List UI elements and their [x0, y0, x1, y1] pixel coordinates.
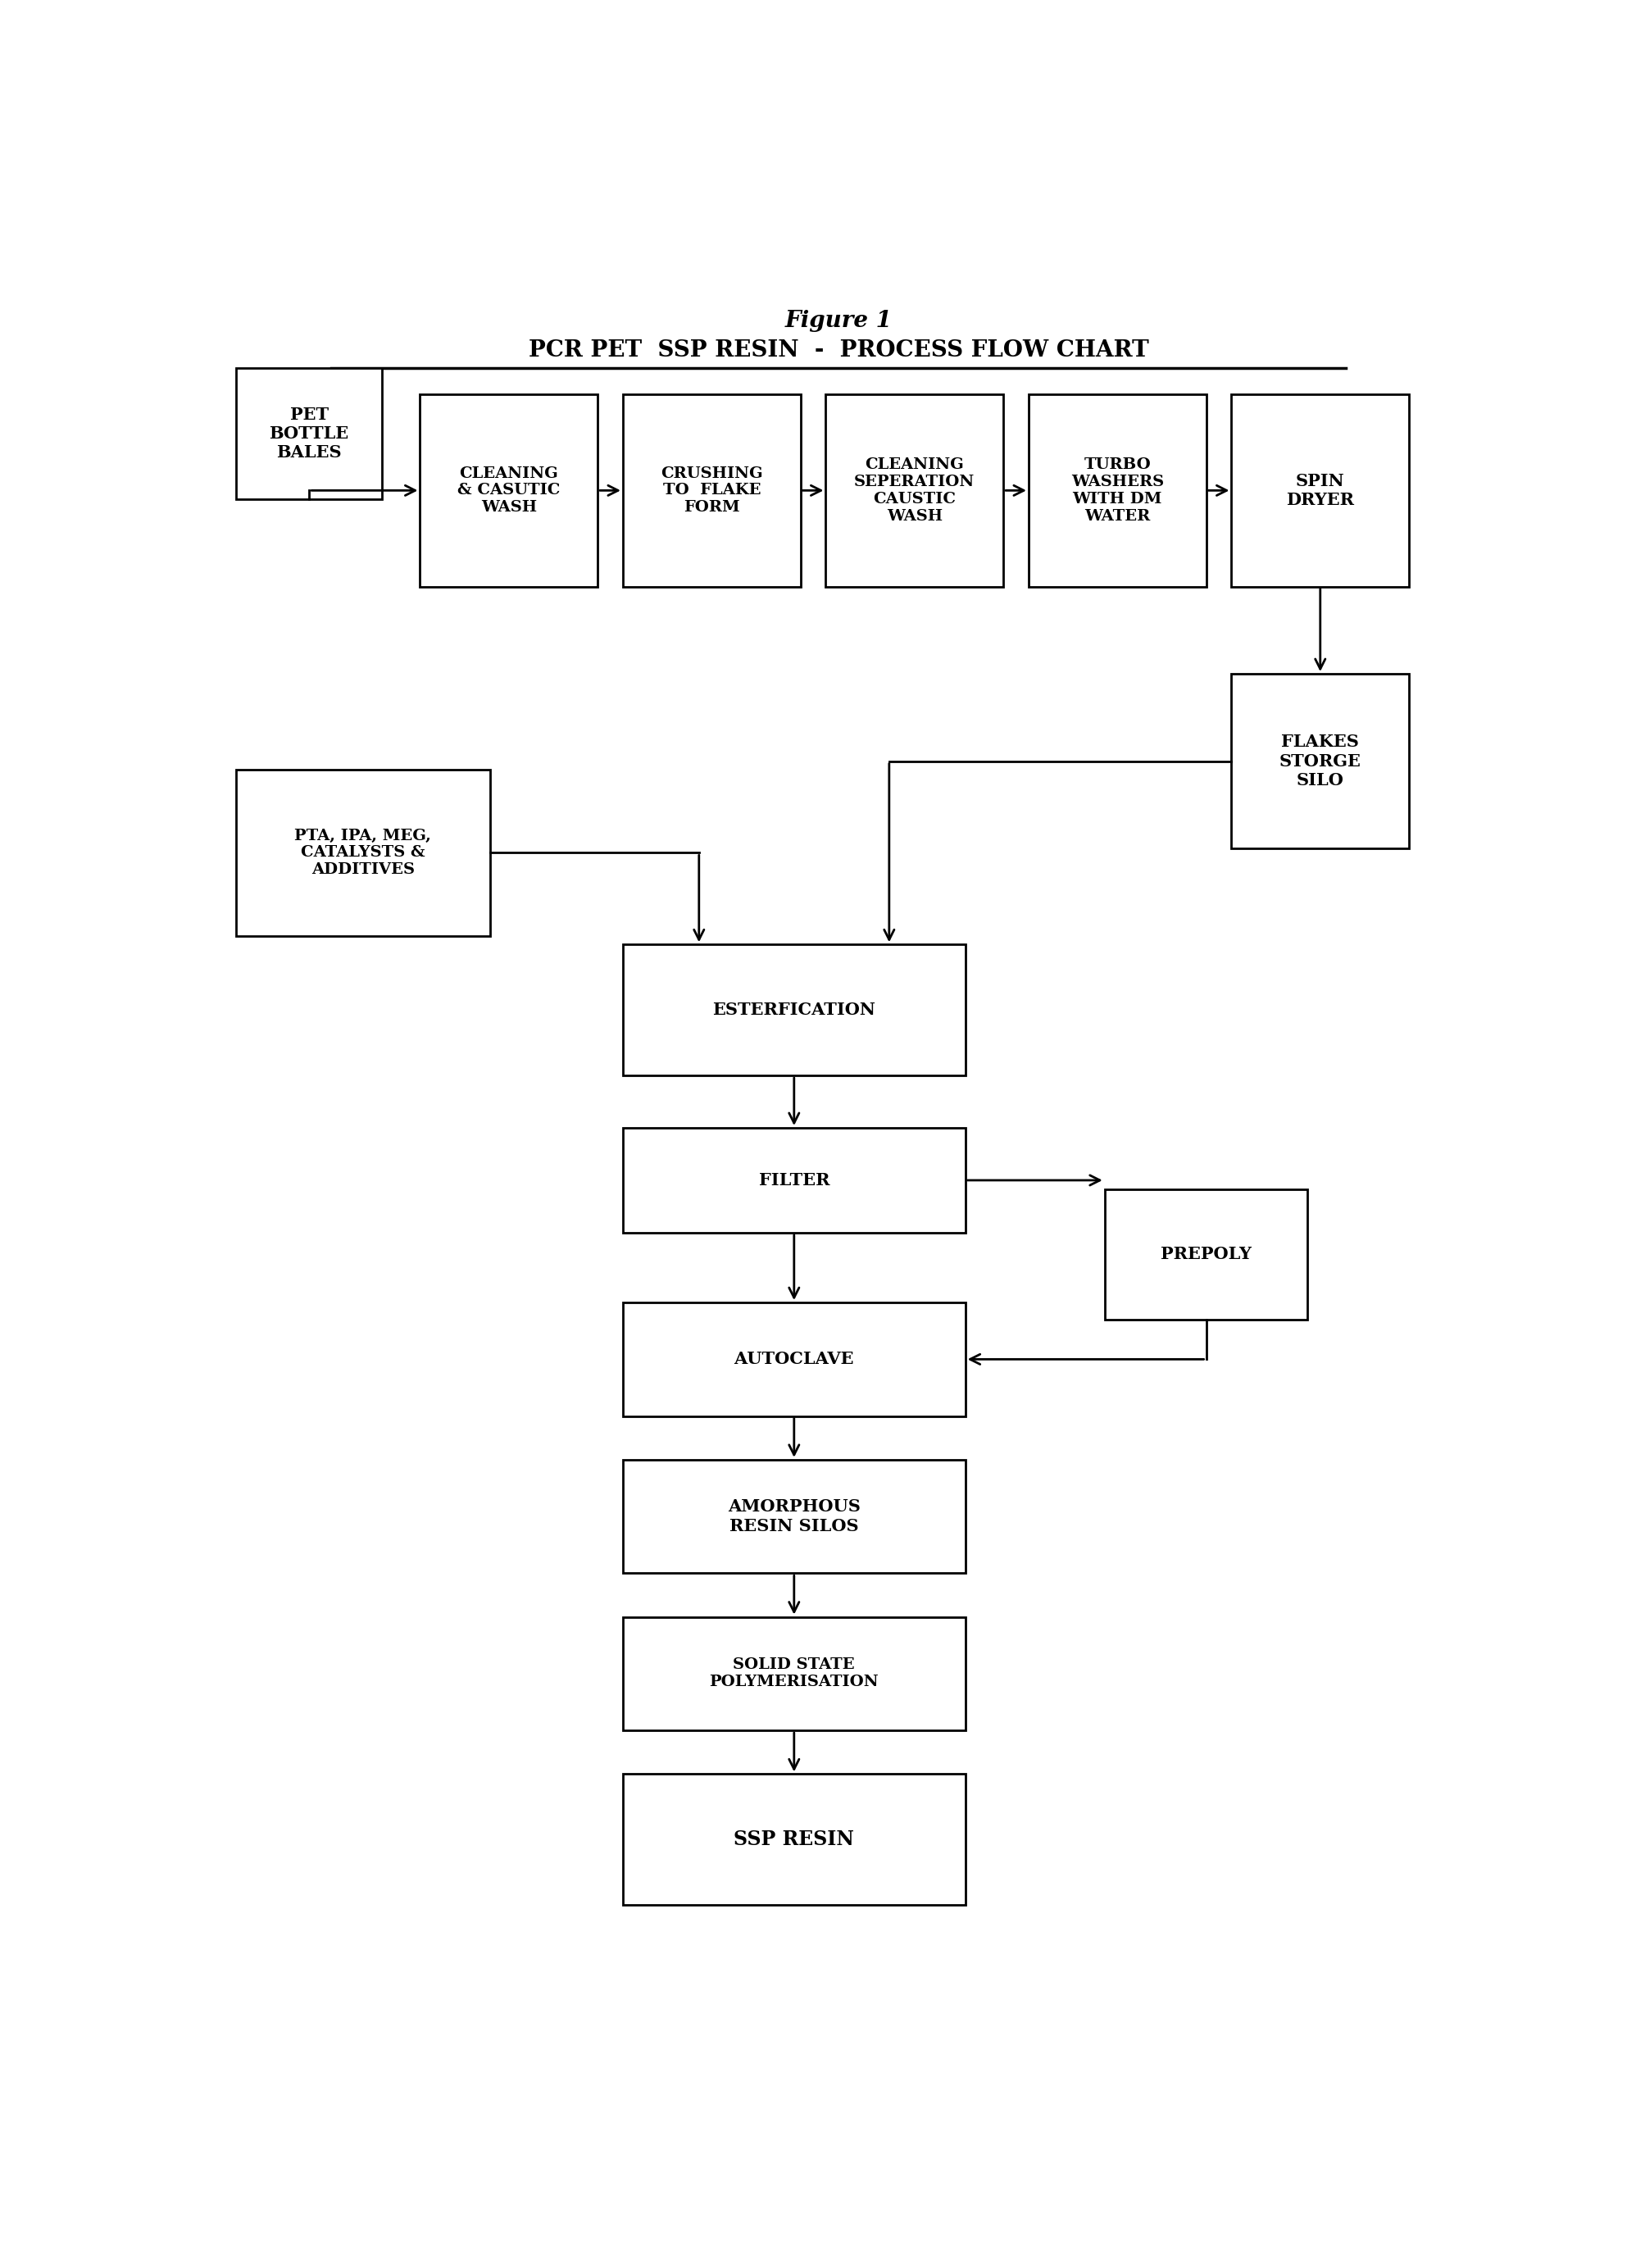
FancyBboxPatch shape: [623, 1617, 965, 1730]
Text: SPIN
DRYER: SPIN DRYER: [1286, 472, 1355, 508]
FancyBboxPatch shape: [1104, 1188, 1307, 1320]
Text: SOLID STATE
POLYMERISATION: SOLID STATE POLYMERISATION: [710, 1658, 879, 1690]
Text: TURBO
WASHERS
WITH DM
WATER: TURBO WASHERS WITH DM WATER: [1072, 458, 1163, 524]
FancyBboxPatch shape: [236, 367, 381, 499]
Text: CRUSHING
TO  FLAKE
FORM: CRUSHING TO FLAKE FORM: [661, 465, 762, 515]
FancyBboxPatch shape: [623, 943, 965, 1075]
Text: CLEANING
SEPERATION
CAUSTIC
WASH: CLEANING SEPERATION CAUSTIC WASH: [854, 458, 975, 524]
Text: FLAKES
STORGE
SILO: FLAKES STORGE SILO: [1279, 735, 1361, 789]
FancyBboxPatch shape: [826, 395, 1003, 587]
FancyBboxPatch shape: [623, 1461, 965, 1574]
Text: SSP RESIN: SSP RESIN: [735, 1830, 854, 1848]
Text: Figure 1: Figure 1: [785, 311, 892, 331]
FancyBboxPatch shape: [1232, 395, 1409, 587]
Text: PTA, IPA, MEG,
CATALYSTS &
ADDITIVES: PTA, IPA, MEG, CATALYSTS & ADDITIVES: [294, 828, 432, 878]
Text: PET
BOTTLE
BALES: PET BOTTLE BALES: [270, 406, 348, 460]
FancyBboxPatch shape: [420, 395, 597, 587]
FancyBboxPatch shape: [623, 1127, 965, 1232]
Text: FILTER: FILTER: [759, 1173, 829, 1188]
FancyBboxPatch shape: [623, 1774, 965, 1905]
FancyBboxPatch shape: [1029, 395, 1206, 587]
Text: ESTERFICATION: ESTERFICATION: [713, 1002, 875, 1018]
Text: AMORPHOUS
RESIN SILOS: AMORPHOUS RESIN SILOS: [728, 1499, 861, 1533]
FancyBboxPatch shape: [623, 395, 800, 587]
Text: PREPOLY: PREPOLY: [1160, 1247, 1252, 1263]
Text: AUTOCLAVE: AUTOCLAVE: [735, 1352, 854, 1368]
Text: CLEANING
& CASUTIC
WASH: CLEANING & CASUTIC WASH: [458, 465, 560, 515]
FancyBboxPatch shape: [236, 769, 489, 937]
FancyBboxPatch shape: [623, 1302, 965, 1415]
Text: PCR PET  SSP RESIN  -  PROCESS FLOW CHART: PCR PET SSP RESIN - PROCESS FLOW CHART: [528, 340, 1148, 363]
FancyBboxPatch shape: [1232, 674, 1409, 848]
